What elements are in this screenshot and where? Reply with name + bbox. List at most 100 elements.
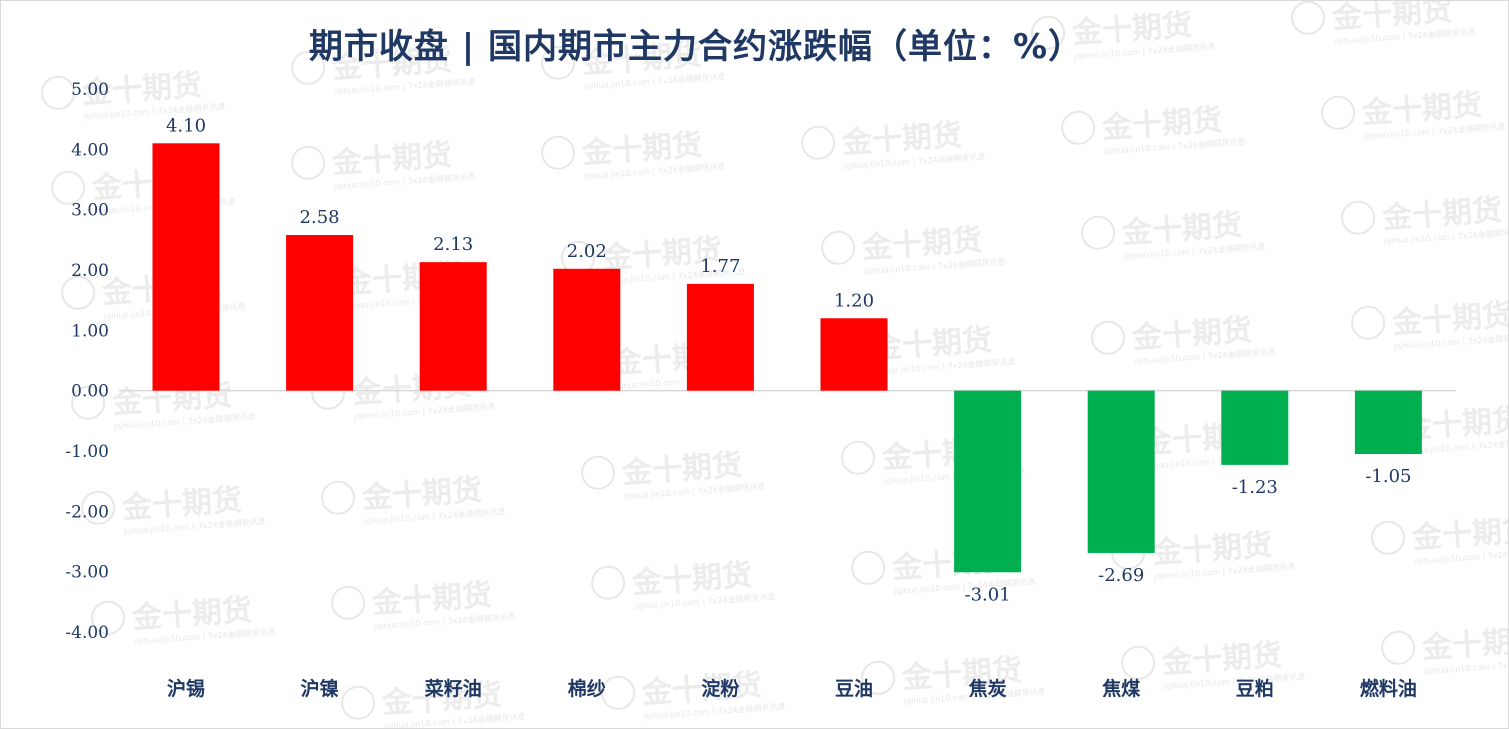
data-label: -2.69 [1098, 565, 1144, 586]
y-tick-label: -1.00 [65, 442, 109, 462]
data-label: -3.01 [965, 584, 1011, 605]
bar [286, 235, 354, 391]
bar [820, 318, 888, 391]
category-label: 棉纱 [568, 677, 606, 700]
watermark-logo-icon [91, 600, 126, 635]
category-label: 沪镍 [301, 677, 339, 700]
watermark-brand: 金十期货 [330, 138, 453, 181]
y-tick-label: -4.00 [65, 623, 109, 643]
data-label: -1.23 [1232, 477, 1278, 498]
watermark-brand: 金十期货 [1150, 528, 1273, 571]
category-label: 焦煤 [1101, 677, 1140, 700]
watermark-brand: 金十期货 [1390, 298, 1508, 341]
watermark-logo-icon [541, 135, 576, 170]
y-tick-label: 3.00 [71, 201, 109, 221]
watermark-logo-icon [1061, 110, 1096, 145]
watermark-brand: 金十期货 [1410, 513, 1508, 556]
watermark-logo-icon [1321, 95, 1356, 130]
category-label: 沪锡 [167, 677, 205, 700]
watermark-logo-icon [1381, 630, 1416, 665]
data-label: -1.05 [1365, 466, 1411, 487]
bar [152, 143, 220, 391]
category-label: 焦炭 [968, 677, 1007, 700]
watermark-logo-icon [541, 45, 576, 80]
data-label: 2.02 [567, 241, 607, 262]
watermark-logo-icon [821, 230, 856, 265]
watermark-brand: 金十期货 [900, 653, 1023, 696]
data-label: 1.77 [700, 256, 740, 277]
data-label: 2.58 [300, 207, 340, 228]
data-label: 4.10 [166, 115, 206, 136]
watermark-logo-icon [61, 275, 96, 310]
watermark-brand: 金十期货 [330, 43, 453, 86]
watermark-logo-icon [291, 145, 326, 180]
watermark-logo-icon [1371, 520, 1406, 555]
watermark-brand: 金十期货 [580, 128, 703, 171]
watermark-brand: 金十期货 [640, 668, 763, 711]
watermark-logo-icon [601, 675, 636, 710]
watermark-brand: 金十期货 [1130, 313, 1253, 356]
watermark-brand: 金十期货 [120, 483, 243, 526]
watermark-logo-icon [581, 455, 616, 490]
watermark-logo-icon [81, 490, 116, 525]
watermark-brand: 金十期货 [1160, 638, 1283, 681]
watermark-logo-icon [71, 385, 106, 420]
data-label: 1.20 [834, 290, 874, 311]
y-tick-label: -2.00 [65, 502, 109, 522]
y-tick-label: 5.00 [71, 80, 109, 100]
watermark-logo-icon [331, 585, 366, 620]
watermark-brand: 金十期货 [130, 593, 253, 636]
bar [1087, 390, 1155, 553]
category-label: 淀粉 [701, 677, 739, 700]
watermark-brand: 金十期货 [1070, 8, 1193, 51]
watermark-brand: 金十期货 [1120, 208, 1243, 251]
watermark-logo-icon [1091, 320, 1126, 355]
bar [1221, 390, 1289, 465]
watermark-brand: 金十期货 [1360, 88, 1483, 131]
label-layer: 4.10 沪锡 2.58 沪镍 2.13 菜籽油 2.02 棉纱 1.77 淀粉 1.20 豆油 -3.… [166, 115, 1417, 700]
watermark-logo-icon [1081, 215, 1116, 250]
watermark-brand: 金十期货 [620, 448, 743, 491]
category-label: 豆粕 [1236, 677, 1274, 700]
watermark-logo-icon [41, 75, 76, 110]
watermark-logo-icon [591, 565, 626, 600]
watermark-brand: 金十期货 [630, 558, 753, 601]
watermark-brand: 金十期货 [1420, 623, 1508, 666]
watermark-brand: 金十期货 [380, 678, 503, 721]
category-label: 燃料油 [1360, 677, 1417, 700]
watermark-brand: 金十期货 [370, 578, 493, 621]
watermark-logo-icon [291, 50, 326, 85]
watermark-brand: 金十期货 [360, 473, 483, 516]
y-tick-label: 4.00 [71, 140, 109, 160]
category-label: 豆油 [835, 678, 873, 700]
watermark-logo-icon [1291, 1, 1326, 35]
bar [686, 283, 754, 391]
y-tick-label: 1.00 [71, 321, 109, 341]
watermark-logo-icon [341, 685, 376, 720]
